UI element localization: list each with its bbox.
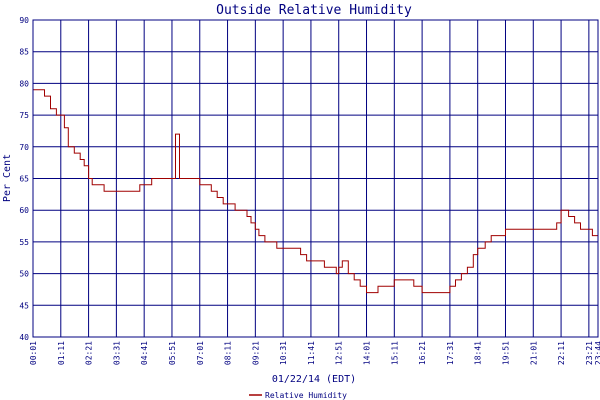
y-tick-label: 55 bbox=[19, 238, 29, 247]
y-tick-label: 65 bbox=[19, 175, 29, 184]
y-tick-label: 50 bbox=[19, 270, 29, 279]
x-tick-label: 04:41 bbox=[140, 341, 149, 365]
y-tick-label: 75 bbox=[19, 111, 29, 120]
y-tick-label: 40 bbox=[19, 333, 29, 342]
x-tick-label: 01:11 bbox=[57, 341, 66, 365]
series-line-relative-humidity bbox=[33, 89, 599, 294]
y-tick-label: 90 bbox=[19, 16, 29, 25]
x-axis-label: 01/22/14 (EDT) bbox=[272, 374, 356, 385]
x-tick-label: 14:01 bbox=[363, 341, 372, 365]
x-tick-label: 00:01 bbox=[29, 341, 38, 365]
x-tick-label: 03:31 bbox=[112, 341, 121, 365]
x-tick-label: 07:01 bbox=[196, 341, 205, 365]
x-tick-label: 09:21 bbox=[251, 341, 260, 365]
x-tick-label: 22:11 bbox=[557, 341, 566, 365]
y-tick-label: 85 bbox=[19, 48, 29, 57]
x-tick-label: 08:11 bbox=[224, 341, 233, 365]
x-axis-ticks: 00:01 01:11 02:21 03:31 04:41 05:51 07:01 08:11… bbox=[29, 341, 600, 365]
x-tick-label: 16:21 bbox=[418, 341, 427, 365]
y-axis-ticks: 40 45 50 55 60 65 70 75 80 85 90 bbox=[19, 16, 29, 342]
y-tick-label: 60 bbox=[19, 206, 29, 215]
y-tick-label: 45 bbox=[19, 301, 29, 310]
chart-title: Outside Relative Humidity bbox=[216, 3, 412, 18]
x-tick-label: 23:21 bbox=[585, 341, 594, 365]
legend: Relative Humidity bbox=[249, 391, 347, 400]
x-tick-label: 02:21 bbox=[85, 341, 94, 365]
x-tick-label: 21:01 bbox=[529, 341, 538, 365]
legend-label: Relative Humidity bbox=[265, 391, 347, 400]
x-tick-label: 18:41 bbox=[474, 341, 483, 365]
y-axis-label: Per Cent bbox=[2, 154, 13, 202]
y-tick-label: 80 bbox=[19, 79, 29, 88]
x-tick-label: 23:44 bbox=[594, 341, 600, 365]
y-tick-label: 70 bbox=[19, 143, 29, 152]
x-tick-label: 17:31 bbox=[446, 341, 455, 365]
x-tick-label: 10:31 bbox=[279, 341, 288, 365]
x-tick-label: 15:11 bbox=[390, 341, 399, 365]
x-tick-label: 19:51 bbox=[501, 341, 510, 365]
x-tick-label: 11:41 bbox=[307, 341, 316, 365]
x-tick-label: 12:51 bbox=[335, 341, 344, 365]
x-tick-label: 05:51 bbox=[168, 341, 177, 365]
plot-border bbox=[32, 19, 599, 338]
